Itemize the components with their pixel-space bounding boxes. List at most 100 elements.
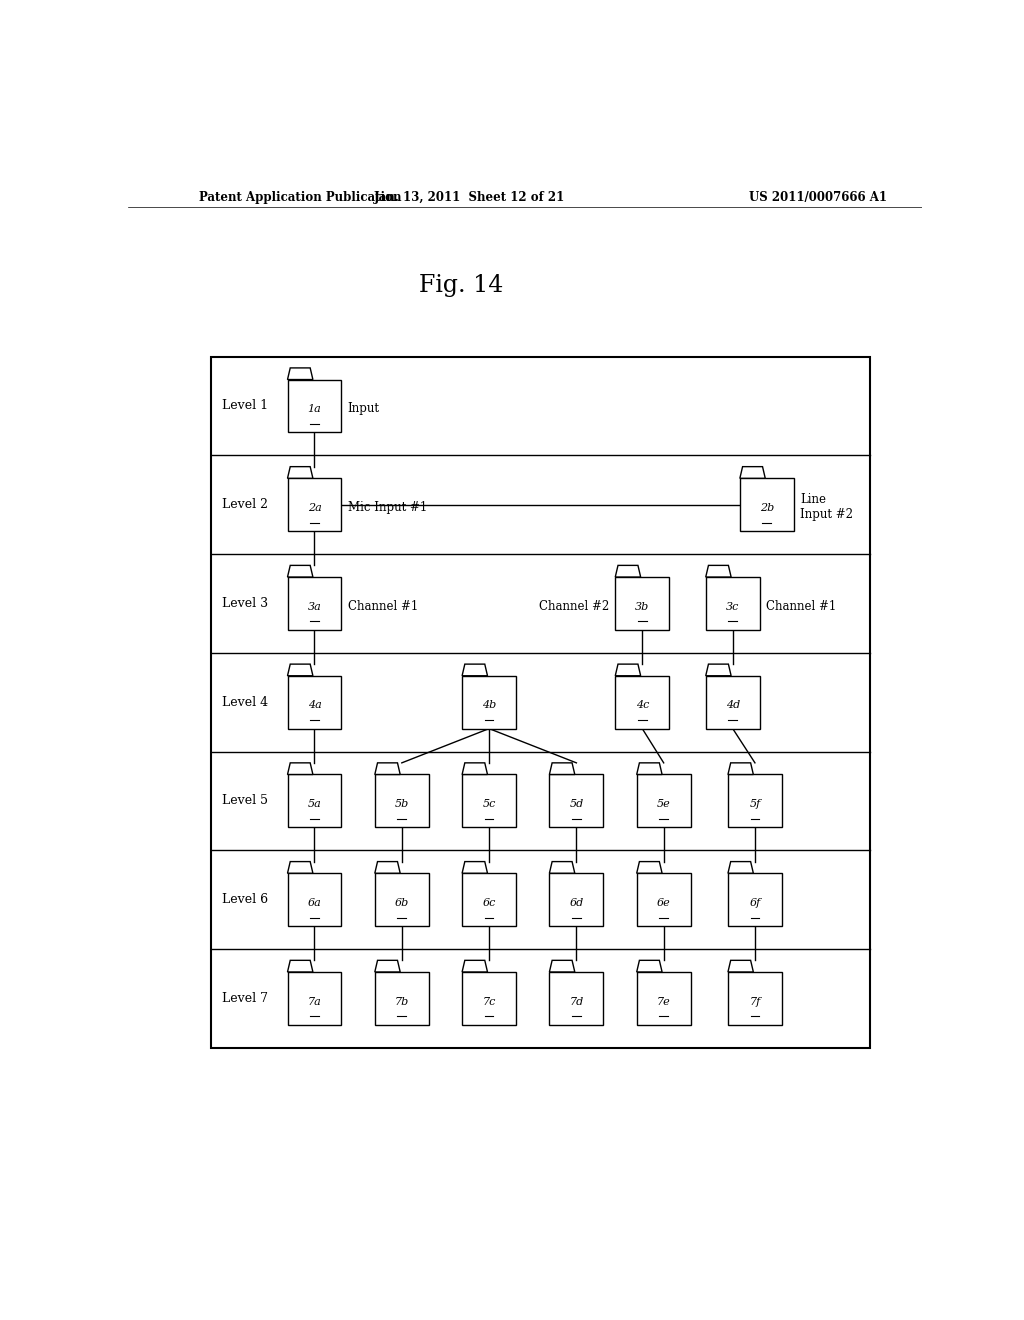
Text: 5e: 5e bbox=[656, 799, 671, 809]
Text: Patent Application Publication: Patent Application Publication bbox=[200, 190, 402, 203]
Text: 6d: 6d bbox=[569, 898, 584, 908]
Text: 4a: 4a bbox=[307, 701, 322, 710]
Polygon shape bbox=[462, 664, 487, 676]
Text: 7d: 7d bbox=[569, 997, 584, 1007]
Text: 6a: 6a bbox=[307, 898, 322, 908]
Bar bbox=[375, 874, 429, 927]
Polygon shape bbox=[740, 467, 765, 478]
Text: 2a: 2a bbox=[307, 503, 322, 513]
Text: 5b: 5b bbox=[394, 799, 409, 809]
Bar bbox=[728, 972, 782, 1024]
Text: Channel #2: Channel #2 bbox=[539, 599, 609, 612]
Text: Level 4: Level 4 bbox=[221, 696, 267, 709]
Bar bbox=[615, 577, 670, 630]
Polygon shape bbox=[462, 862, 487, 874]
Polygon shape bbox=[375, 763, 400, 775]
Bar bbox=[211, 356, 870, 1048]
Bar bbox=[462, 676, 516, 729]
Text: 7a: 7a bbox=[307, 997, 322, 1007]
Bar bbox=[462, 972, 516, 1024]
Polygon shape bbox=[637, 961, 663, 972]
Text: Input: Input bbox=[348, 403, 380, 414]
Text: 6b: 6b bbox=[394, 898, 409, 908]
Text: 7f: 7f bbox=[750, 997, 761, 1007]
Bar bbox=[288, 380, 341, 433]
Polygon shape bbox=[637, 862, 663, 874]
Text: 6f: 6f bbox=[750, 898, 761, 908]
Text: 7e: 7e bbox=[656, 997, 671, 1007]
Bar bbox=[550, 874, 603, 927]
Text: Channel #1: Channel #1 bbox=[766, 599, 837, 612]
Text: 4d: 4d bbox=[726, 701, 740, 710]
Polygon shape bbox=[288, 467, 313, 478]
Text: 5d: 5d bbox=[569, 799, 584, 809]
Text: Jan. 13, 2011  Sheet 12 of 21: Jan. 13, 2011 Sheet 12 of 21 bbox=[374, 190, 565, 203]
Bar bbox=[615, 676, 670, 729]
Bar bbox=[288, 775, 341, 828]
Text: 6c: 6c bbox=[482, 898, 496, 908]
Polygon shape bbox=[288, 664, 313, 676]
Polygon shape bbox=[550, 763, 574, 775]
Text: Level 6: Level 6 bbox=[221, 894, 267, 906]
Text: Level 3: Level 3 bbox=[221, 597, 267, 610]
Text: 4c: 4c bbox=[636, 701, 649, 710]
Bar bbox=[728, 874, 782, 927]
Polygon shape bbox=[462, 763, 487, 775]
Text: Fig. 14: Fig. 14 bbox=[419, 275, 504, 297]
Text: Level 2: Level 2 bbox=[221, 498, 267, 511]
Text: 7b: 7b bbox=[394, 997, 409, 1007]
Text: Level 1: Level 1 bbox=[221, 400, 267, 412]
Polygon shape bbox=[288, 565, 313, 577]
Text: US 2011/0007666 A1: US 2011/0007666 A1 bbox=[750, 190, 888, 203]
Polygon shape bbox=[375, 961, 400, 972]
Bar bbox=[637, 874, 690, 927]
Bar bbox=[375, 775, 429, 828]
Bar bbox=[288, 577, 341, 630]
Text: 5c: 5c bbox=[482, 799, 496, 809]
Polygon shape bbox=[706, 565, 731, 577]
Bar bbox=[462, 775, 516, 828]
Text: 3c: 3c bbox=[726, 602, 739, 611]
Text: 2b: 2b bbox=[760, 503, 774, 513]
Text: 4b: 4b bbox=[482, 701, 497, 710]
Polygon shape bbox=[462, 961, 487, 972]
Polygon shape bbox=[637, 763, 663, 775]
Bar bbox=[375, 972, 429, 1024]
Bar bbox=[706, 577, 760, 630]
Bar bbox=[288, 972, 341, 1024]
Text: 7c: 7c bbox=[482, 997, 496, 1007]
Bar bbox=[706, 676, 760, 729]
Text: 3a: 3a bbox=[307, 602, 322, 611]
Bar bbox=[288, 874, 341, 927]
Bar bbox=[728, 775, 782, 828]
Text: Level 7: Level 7 bbox=[221, 991, 267, 1005]
Bar bbox=[637, 972, 690, 1024]
Polygon shape bbox=[615, 664, 641, 676]
Polygon shape bbox=[288, 862, 313, 874]
Polygon shape bbox=[615, 565, 641, 577]
Text: Line
Input #2: Line Input #2 bbox=[800, 494, 853, 521]
Bar bbox=[740, 478, 794, 531]
Bar bbox=[462, 874, 516, 927]
Text: 5f: 5f bbox=[750, 799, 761, 809]
Bar bbox=[550, 775, 603, 828]
Bar bbox=[288, 676, 341, 729]
Text: Level 5: Level 5 bbox=[221, 795, 267, 808]
Polygon shape bbox=[288, 368, 313, 380]
Bar bbox=[550, 972, 603, 1024]
Polygon shape bbox=[288, 763, 313, 775]
Bar bbox=[288, 478, 341, 531]
Polygon shape bbox=[550, 862, 574, 874]
Polygon shape bbox=[288, 961, 313, 972]
Text: Mic Input #1: Mic Input #1 bbox=[348, 500, 427, 513]
Polygon shape bbox=[728, 961, 754, 972]
Polygon shape bbox=[728, 862, 754, 874]
Text: 5a: 5a bbox=[307, 799, 322, 809]
Polygon shape bbox=[550, 961, 574, 972]
Polygon shape bbox=[728, 763, 754, 775]
Polygon shape bbox=[375, 862, 400, 874]
Text: Channel #1: Channel #1 bbox=[348, 599, 418, 612]
Text: 1a: 1a bbox=[307, 404, 322, 414]
Polygon shape bbox=[706, 664, 731, 676]
Bar bbox=[637, 775, 690, 828]
